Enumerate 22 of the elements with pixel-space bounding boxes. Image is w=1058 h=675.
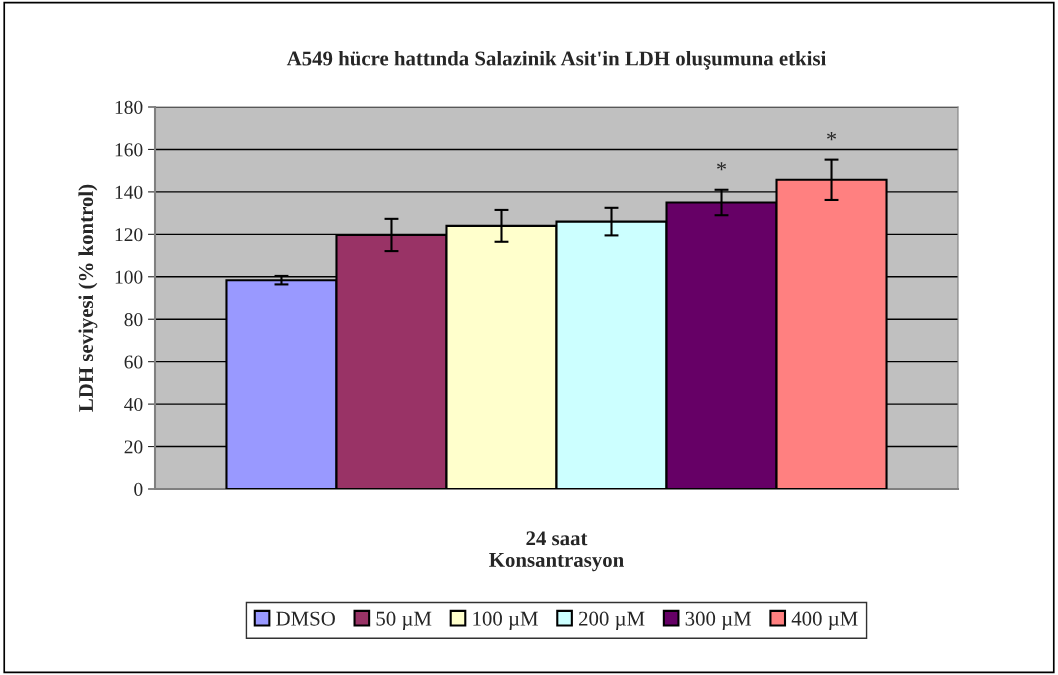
legend-label: 400 µM [791,611,858,630]
legend-label: 50 µM [376,611,432,630]
data-label: * [717,162,727,171]
chart-title: A549 hücre hattında Salazinik Asit'in LDH oluşumuna etkisi [286,50,827,70]
legend-label: 200 µM [579,611,645,630]
legend-label: 100 µM [473,611,538,630]
y-tick-label: 60 [124,355,143,369]
y-tick-label: 140 [115,185,143,199]
y-axis-title: LDH seviyesi (% kontrol) [78,184,98,412]
y-tick-label: 180 [115,100,143,114]
y-tick-label: 20 [124,440,143,454]
legend-label: DMSO [276,611,335,626]
x-axis-title: Konsantrasyon [489,553,624,572]
y-tick-label: 40 [124,397,143,412]
data-label: * [827,132,837,141]
y-tick-label: 0 [134,482,143,496]
legend-label: 300 µM [685,611,752,630]
y-tick-label: 100 [115,270,143,284]
y-tick-label: 120 [115,228,143,242]
x-tick-label: 24 saat [526,531,588,546]
y-tick-label: 80 [124,313,143,327]
y-tick-label: 160 [115,143,143,157]
